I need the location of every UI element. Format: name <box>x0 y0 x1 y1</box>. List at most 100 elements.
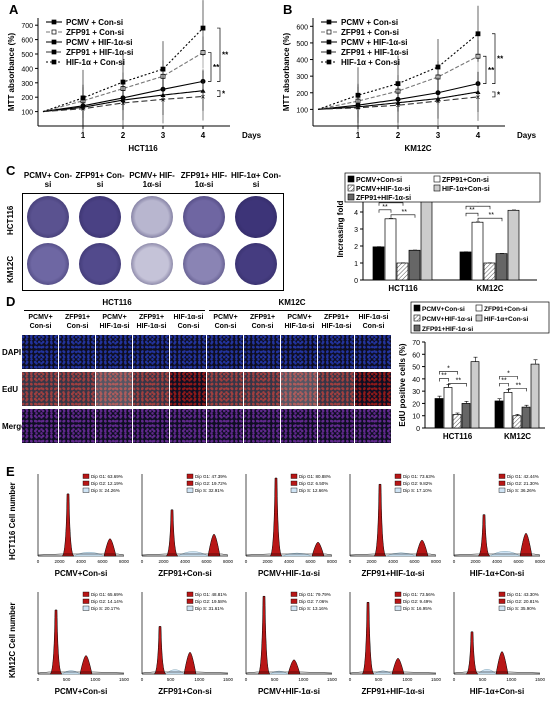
mtt-b-legend-item: ZFP91 + Con-si <box>341 28 399 37</box>
cycle-legend-swatch <box>186 473 194 479</box>
cycle-x-tick-label: 1000 <box>194 677 205 682</box>
cycle-histogram: 0 2000 4000 6000 8000 Dip G1: 47.39% Dip G2: 1… <box>141 473 234 578</box>
mtt-a-y-tick-label: 300 <box>21 81 33 88</box>
cycle-legend-swatch <box>82 473 90 479</box>
edu-micrograph <box>133 409 169 443</box>
cycle-histogram: 0 500 1000 1500 Dip G1: 73.56% Dip G2: 9.49% D… <box>349 591 442 696</box>
cycle-g2-peak <box>495 651 509 675</box>
mtt-b-x-unit: Days <box>517 131 537 140</box>
colony-bar-y-label: Increasing fold <box>336 200 345 257</box>
mtt-a-legend-marker <box>51 39 57 45</box>
mtt-a-x-tick-label: 3 <box>161 131 166 140</box>
cycle-x-label: PCMV+Con-si <box>55 569 108 578</box>
mtt-b-legend-marker <box>326 59 332 65</box>
edu-row-label: DAPI <box>2 348 22 357</box>
edu-bar-sig-bracket <box>508 388 527 392</box>
edu-bar-sig-bracket <box>448 383 467 387</box>
edu-micrograph <box>244 409 280 443</box>
edu-micrograph <box>22 409 58 443</box>
cycle-legend-swatch <box>82 598 90 604</box>
cycle-legend-swatch <box>394 480 402 486</box>
cycle-g1-peak <box>165 509 179 557</box>
panel-d-letter: D <box>6 294 16 309</box>
cycle-s-phase <box>269 670 289 675</box>
edu-micrograph <box>170 335 206 369</box>
cycle-x-tick-label: 8000 <box>119 559 130 564</box>
cycle-legend-item: Dip G2: 19.72% <box>195 481 227 486</box>
colony-bar-chart: 0123456Increasing foldHCT116*****KM12C**… <box>336 172 541 293</box>
colony-bar-bar <box>507 209 520 281</box>
cycle-x-label: PCMV+HIF-1α-si <box>258 687 320 696</box>
cycle-row-label: KM12C Cell number <box>8 602 17 678</box>
cycle-legend-swatch <box>498 605 506 611</box>
edu-bar-y-tick-label: 0 <box>416 426 420 433</box>
cycle-x-tick-label: 1500 <box>119 677 130 682</box>
panel-a-letter: A <box>9 2 19 17</box>
edu-bar-sig-star: * <box>447 365 450 372</box>
edu-column-label: PCMV+ Con-si <box>213 314 238 330</box>
cycle-histogram: 0 2000 4000 6000 8000 Dip G1: 80.88% Dip G2: 6… <box>245 473 338 578</box>
mtt-a-sig-bracket <box>217 90 221 97</box>
cycle-g2-peak <box>103 538 117 557</box>
edu-bar-legend-item: PCMV+Con-si <box>422 306 465 313</box>
cycle-x-tick-label: 2000 <box>54 559 65 564</box>
cycle-legend-item: Dip G2: 14.14% <box>91 599 123 604</box>
colony-bar-legend-item: HIF-1α+Con-si <box>442 186 490 193</box>
cycle-x-label: ZFP91+HIF-1α-si <box>362 687 425 696</box>
cycle-legend-swatch <box>290 487 298 493</box>
edu-micrograph <box>244 335 280 369</box>
cycle-x-tick-label: 1500 <box>431 677 442 682</box>
cycle-x-tick-label: 2000 <box>158 559 169 564</box>
mtt-b-x-tick-label: 1 <box>356 131 361 140</box>
edu-group-label: KM12C <box>278 298 306 307</box>
cycle-legend-item: Dip S: 17.10% <box>403 488 432 493</box>
edu-group-line <box>209 310 390 311</box>
cycle-histogram: 0 2000 4000 6000 8000 Dip G1: 42.44% Dip G2: 2… <box>453 473 546 578</box>
edu-micrograph <box>355 335 391 369</box>
edu-bar-sig-bracket <box>499 376 518 380</box>
cycle-legend-swatch <box>186 591 194 597</box>
cycle-g1-peak <box>361 602 375 675</box>
cycle-g1-peak <box>373 483 387 557</box>
mtt-a-legend-marker <box>51 49 57 55</box>
cycle-x-tick-label: 0 <box>245 677 248 682</box>
mtt-b-x-tick-label: 2 <box>396 131 401 140</box>
edu-row-label: Merge <box>2 422 26 431</box>
colony-bar-legend-swatch <box>347 184 355 192</box>
edu-bar-y-tick-label: 10 <box>412 414 420 421</box>
cycle-trace <box>453 671 541 674</box>
cycle-x-tick-label: 500 <box>375 677 383 682</box>
mtt-a-y-tick-label: 700 <box>21 23 33 30</box>
colony-bar-category-label: KM12C <box>476 284 503 293</box>
colony-bar-legend-swatch <box>347 193 355 201</box>
mtt-a-sig-bracket <box>208 52 212 82</box>
edu-micrograph <box>207 409 243 443</box>
edu-bar-category-label: KM12C <box>504 432 531 441</box>
cycle-legend-swatch <box>394 591 402 597</box>
mtt-b-y-tick-label: 500 <box>296 41 308 48</box>
cycle-x-tick-label: 1500 <box>327 677 338 682</box>
cycle-x-tick-label: 4000 <box>492 559 503 564</box>
edu-micrograph <box>133 335 169 369</box>
cycle-legend-swatch <box>186 605 194 611</box>
colony-bar-y-tick-label: 0 <box>354 278 358 285</box>
mtt-b-legend-item: ZFP91 + HIF-1α-si <box>341 48 408 57</box>
colony-bar-sig-bracket <box>378 209 392 213</box>
edu-bar-legend-swatch <box>413 324 421 332</box>
cycle-g2-peak <box>415 539 429 557</box>
cycle-s-phase <box>477 669 497 675</box>
colony-bar-sig-bracket <box>378 202 404 206</box>
edu-bar-category-label: HCT116 <box>443 432 473 441</box>
cycle-histogram: 0 500 1000 1500 Dip G1: 43.30% Dip G2: 20.81%… <box>453 591 546 696</box>
cycle-x-tick-label: 8000 <box>223 559 234 564</box>
mtt-a-y-tick-label: 100 <box>21 110 33 117</box>
mtt-b-y-tick-label: 100 <box>296 107 308 114</box>
cycle-trace <box>453 553 541 556</box>
edu-micrograph <box>96 372 132 406</box>
edu-group-line <box>24 310 205 311</box>
mtt-a-x-unit: Days <box>242 131 262 140</box>
cycle-g2-peak <box>287 659 301 675</box>
cycle-legend-item: Dip S: 35.90% <box>507 606 536 611</box>
cycle-x-tick-label: 2000 <box>470 559 481 564</box>
mtt-b-y-tick-label: 400 <box>296 58 308 65</box>
